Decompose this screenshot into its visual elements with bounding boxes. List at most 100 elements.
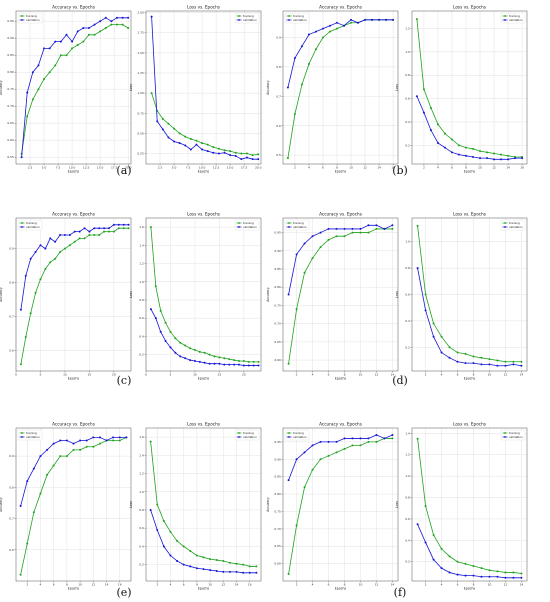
data-point-validation: [127, 223, 130, 226]
data-point-validation: [456, 573, 459, 576]
series-line-training: [288, 438, 393, 575]
x-tick-label: 6: [457, 373, 459, 377]
legend-label-validation: validation: [509, 435, 523, 439]
data-point-training: [488, 358, 491, 361]
chart-title: Loss vs. Epochs: [453, 5, 486, 10]
data-point-training: [480, 567, 483, 570]
y-tick-label: 0.4: [405, 120, 410, 124]
data-point-validation: [122, 223, 125, 226]
series-line-validation: [417, 524, 522, 579]
y-tick-label: 0.6: [9, 548, 14, 552]
data-point-training: [59, 455, 62, 458]
data-point-training: [85, 445, 88, 448]
legend-box: [17, 429, 43, 441]
panels-layer: 2.5 5.0 7.5 10.0 12.5 15.0 17.5 20.00.550.600.6…: [0, 5, 528, 591]
data-point-training: [162, 519, 165, 522]
data-point-validation: [367, 437, 370, 440]
plot-area: [412, 11, 527, 164]
legend-label-training: training: [509, 14, 520, 18]
x-tick-label: 10: [193, 373, 197, 377]
data-point-training: [206, 143, 209, 146]
data-point-validation: [240, 158, 243, 161]
legend-label-training: training: [509, 221, 520, 225]
data-point-validation: [351, 227, 354, 230]
y-axis-label: Accuracy: [0, 287, 3, 302]
data-point-training: [424, 293, 427, 296]
x-tick-label: 4: [312, 583, 314, 587]
data-point-validation: [117, 223, 120, 226]
data-point-training: [218, 356, 221, 359]
data-point-training: [71, 47, 74, 50]
legend-box: [234, 219, 260, 231]
data-point-validation: [59, 40, 62, 43]
x-tick-label: 10.0: [69, 166, 76, 170]
y-tick-label: 0.95: [274, 231, 281, 235]
data-point-validation: [392, 18, 395, 21]
data-point-validation: [115, 16, 118, 19]
data-point-training: [149, 226, 152, 229]
y-tick-label: 1.00: [137, 91, 144, 95]
x-tick-label: 15: [88, 373, 92, 377]
data-point-training: [479, 150, 482, 153]
data-point-training: [237, 359, 240, 362]
x-tick-label: 20.0: [125, 166, 132, 170]
y-axis-label: Loss: [129, 84, 133, 91]
legend-box: [17, 12, 43, 24]
data-point-validation: [242, 364, 245, 367]
data-point-validation: [319, 440, 322, 443]
chart-d-accuracy: 2 4 6 8 10 12 14 0.60 0.65 0.70 0.75 0.80 0.85 0.90 0.…: [266, 212, 399, 381]
data-point-training: [242, 359, 245, 362]
data-point-training: [496, 359, 499, 362]
x-tick-label: 6: [322, 166, 324, 170]
y-tick-label: 0.2: [405, 345, 410, 349]
y-tick-label: 0.6: [276, 124, 281, 128]
series-line-training: [21, 24, 129, 154]
data-point-training: [520, 360, 523, 363]
data-point-validation: [228, 363, 231, 366]
data-point-validation: [37, 64, 40, 67]
x-tick-label: 20: [112, 373, 116, 377]
x-tick-label: 10: [63, 373, 67, 377]
data-point-validation: [39, 244, 42, 247]
x-axis-label: Epochs: [68, 377, 80, 381]
data-point-validation: [520, 364, 523, 367]
data-point-validation: [432, 558, 435, 561]
y-tick-label: 0.75: [274, 509, 281, 513]
data-point-training: [93, 234, 96, 236]
data-point-training: [176, 539, 179, 542]
y-tick-label: 0.4: [405, 538, 410, 542]
data-point-training: [415, 18, 418, 21]
x-tick-label: 20: [242, 373, 246, 377]
data-point-validation: [416, 267, 419, 270]
data-point-validation: [314, 30, 317, 33]
data-point-validation: [327, 440, 330, 443]
chart-d-loss: 2 4 6 8 10 12 14 0.2 0.4 0.6 0.8 1.0 Loss vs. Epochs…: [395, 212, 528, 381]
data-point-validation: [295, 253, 298, 256]
data-point-training: [103, 230, 106, 233]
data-point-validation: [319, 231, 322, 234]
data-point-training: [184, 135, 187, 138]
data-point-validation: [82, 27, 85, 29]
data-point-validation: [32, 467, 35, 470]
y-axis-label: Loss: [395, 501, 399, 508]
data-point-training: [255, 565, 258, 568]
y-tick-label: 0.8: [9, 485, 14, 489]
data-point-training: [110, 23, 113, 26]
legend-label-validation: validation: [509, 18, 523, 22]
chart-e-loss: 2 4 6 8 10 12 14 16 0.2 0.4 0.6 0.8 1.0 1.2 1.4 1.6 Loss…: [129, 422, 262, 591]
y-tick-label: 0.8: [405, 496, 410, 500]
data-point-validation: [176, 559, 179, 562]
chart-title: Accuracy vs. Epochs: [52, 5, 95, 10]
legend-marker-training: [288, 432, 290, 434]
data-point-training: [184, 344, 187, 347]
chart-f-loss: 2 4 6 8 10 12 14 0.2 0.4 0.6 0.8 1.0 1.2 1.4 Loss vs. …: [395, 422, 528, 591]
data-point-validation: [201, 148, 204, 151]
data-point-validation: [161, 128, 164, 131]
data-point-validation: [79, 439, 82, 442]
x-tick-label: 14: [391, 583, 395, 587]
data-point-validation: [311, 444, 314, 447]
y-tick-label: 1.4: [139, 453, 144, 457]
x-axis-label: Epochs: [335, 587, 347, 591]
